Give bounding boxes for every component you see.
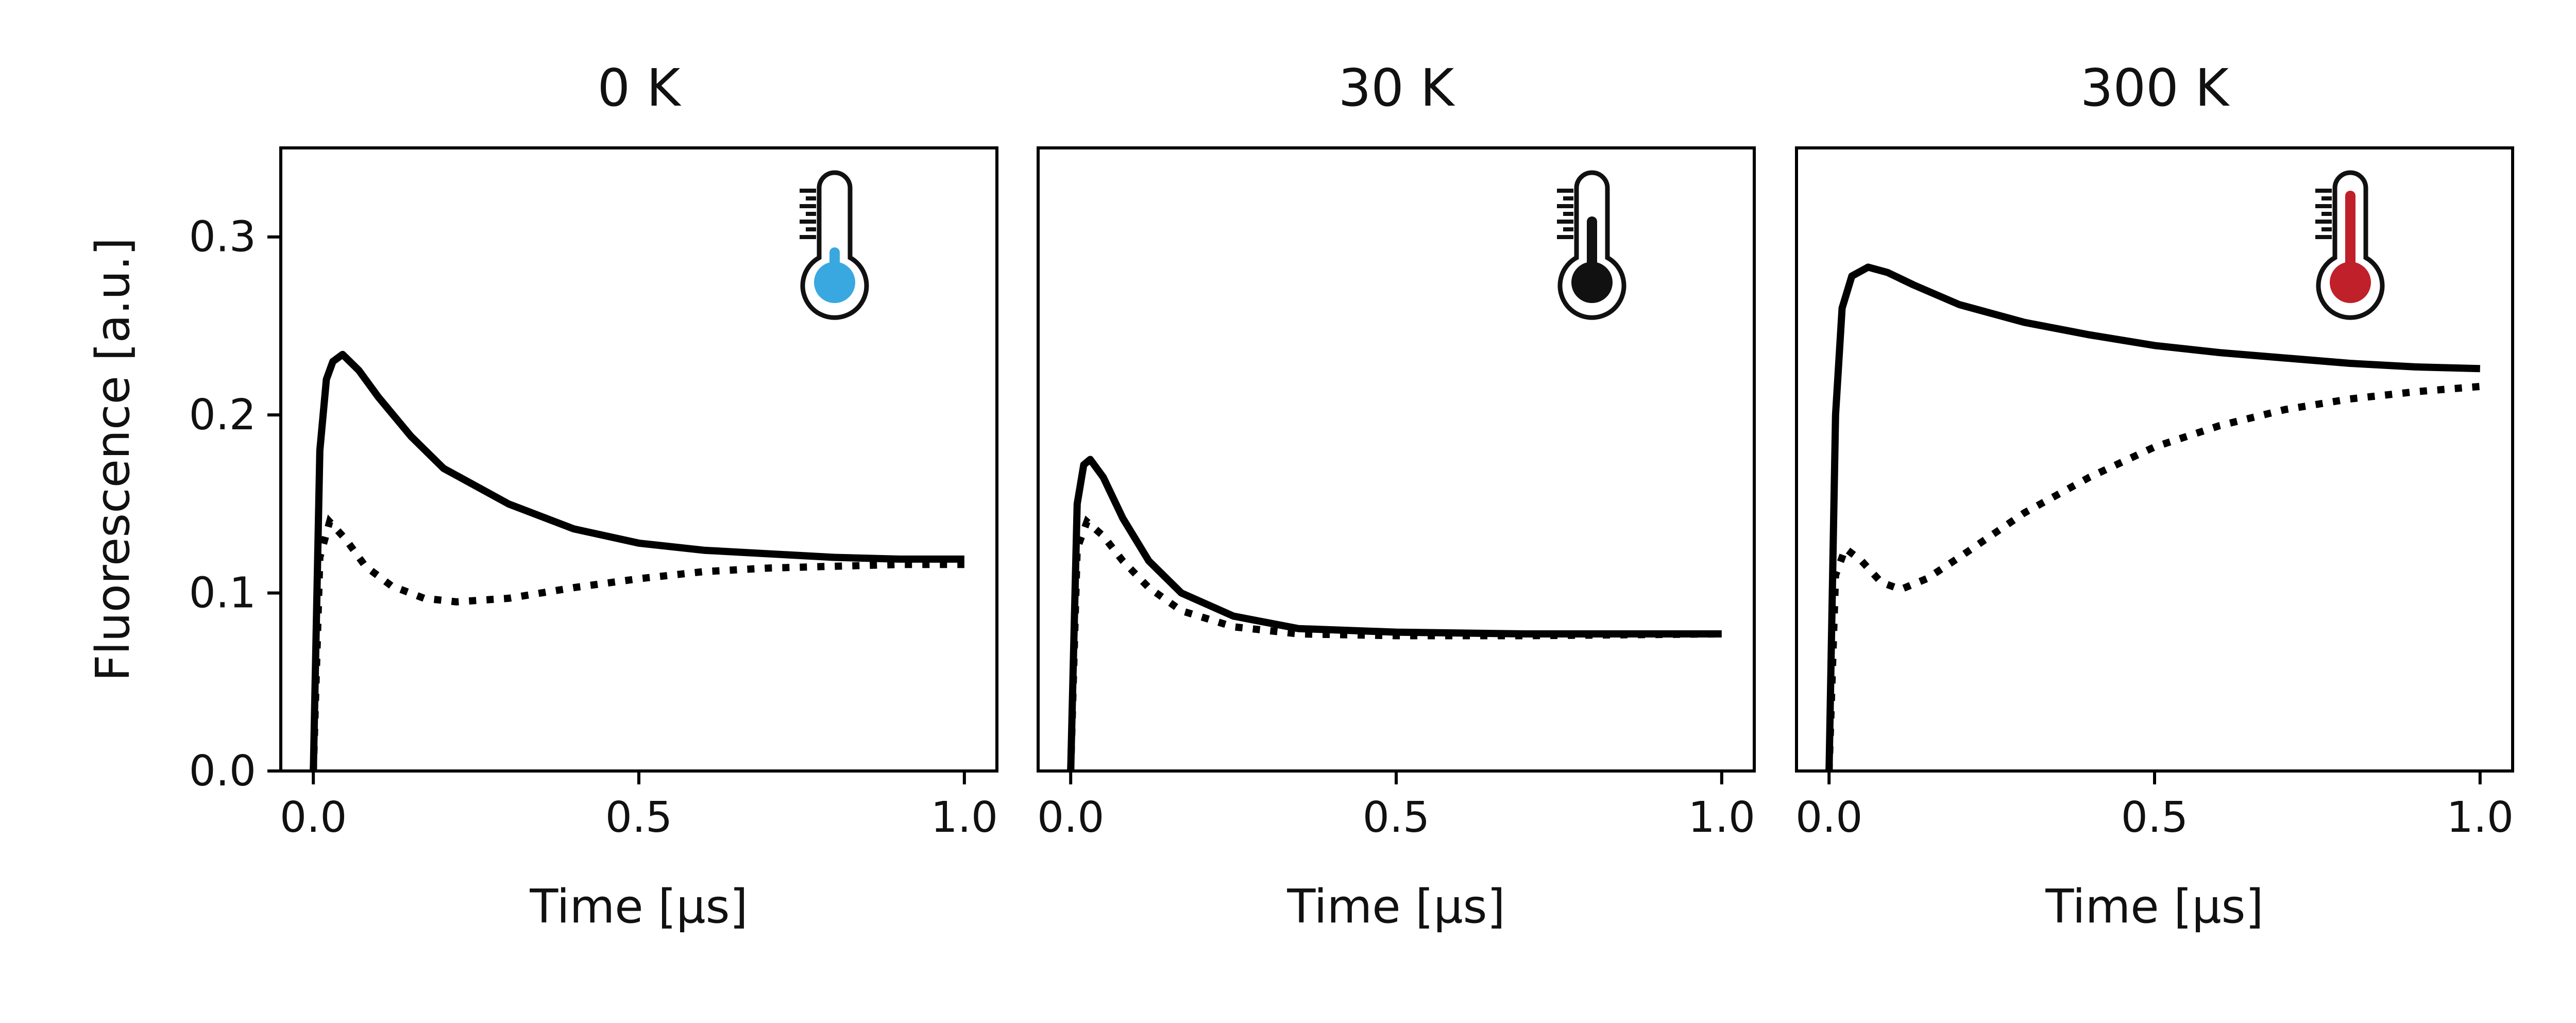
x-tick-label: 0.0 bbox=[280, 793, 347, 842]
x-tick-label: 1.0 bbox=[1688, 793, 1755, 842]
plot-frame bbox=[1795, 146, 2514, 773]
x-axis-label: Time [μs] bbox=[2045, 880, 2263, 934]
plot-frame bbox=[1037, 146, 1756, 773]
thermometer-cold-icon bbox=[800, 170, 869, 320]
x-tick-label: 1.0 bbox=[2447, 793, 2514, 842]
chart-panel-2: 30 K 0.0 0.5 1.0 Time [μs] bbox=[1037, 58, 1756, 934]
series-line-solid bbox=[1067, 456, 1722, 772]
series-line-dotted bbox=[1067, 515, 1722, 772]
y-tick-label: 0.2 bbox=[189, 391, 256, 440]
thermometer-liquid bbox=[2345, 191, 2355, 281]
series-line-solid bbox=[1825, 263, 2480, 772]
thermometer-hot-icon bbox=[2315, 170, 2385, 320]
x-axis-label: Time [μs] bbox=[529, 880, 748, 934]
y-tick-label: 0.0 bbox=[189, 747, 256, 796]
x-tick-label: 0.5 bbox=[1363, 793, 1430, 842]
series-line-solid bbox=[310, 350, 964, 772]
x-tick-label: 0.5 bbox=[605, 793, 672, 842]
y-tick-label: 0.1 bbox=[189, 569, 256, 618]
thermometer-bulb bbox=[814, 262, 855, 303]
series-line-dotted bbox=[1825, 382, 2481, 772]
chart-panel-3: 300 K 0.0 0.5 1.0 Time [μs] bbox=[1795, 58, 2514, 934]
thermometer-mid-icon bbox=[1557, 170, 1626, 320]
thermometer-bulb bbox=[1571, 262, 1613, 303]
x-tick-label: 0.0 bbox=[1795, 793, 1862, 842]
y-tick-label: 0.3 bbox=[189, 213, 256, 262]
plot-frame bbox=[279, 146, 998, 773]
x-axis-label: Time [μs] bbox=[1286, 880, 1505, 934]
x-tick-label: 0.5 bbox=[2121, 793, 2188, 842]
chart-panel-1: 0 K 0.0 0.5 1.0 0.0 0.1 0.2 0.3 Time [μs] Fluores… bbox=[86, 58, 998, 934]
chart-title: 30 K bbox=[1338, 58, 1455, 118]
x-tick-label: 0.0 bbox=[1037, 793, 1104, 842]
y-axis-label: Fluorescence [a.u.] bbox=[86, 238, 140, 681]
chart-title: 0 K bbox=[598, 58, 682, 118]
series-line-dotted bbox=[310, 514, 964, 772]
thermometer-bulb bbox=[2330, 262, 2371, 303]
x-tick-label: 1.0 bbox=[931, 793, 998, 842]
chart-title: 300 K bbox=[2080, 58, 2230, 118]
